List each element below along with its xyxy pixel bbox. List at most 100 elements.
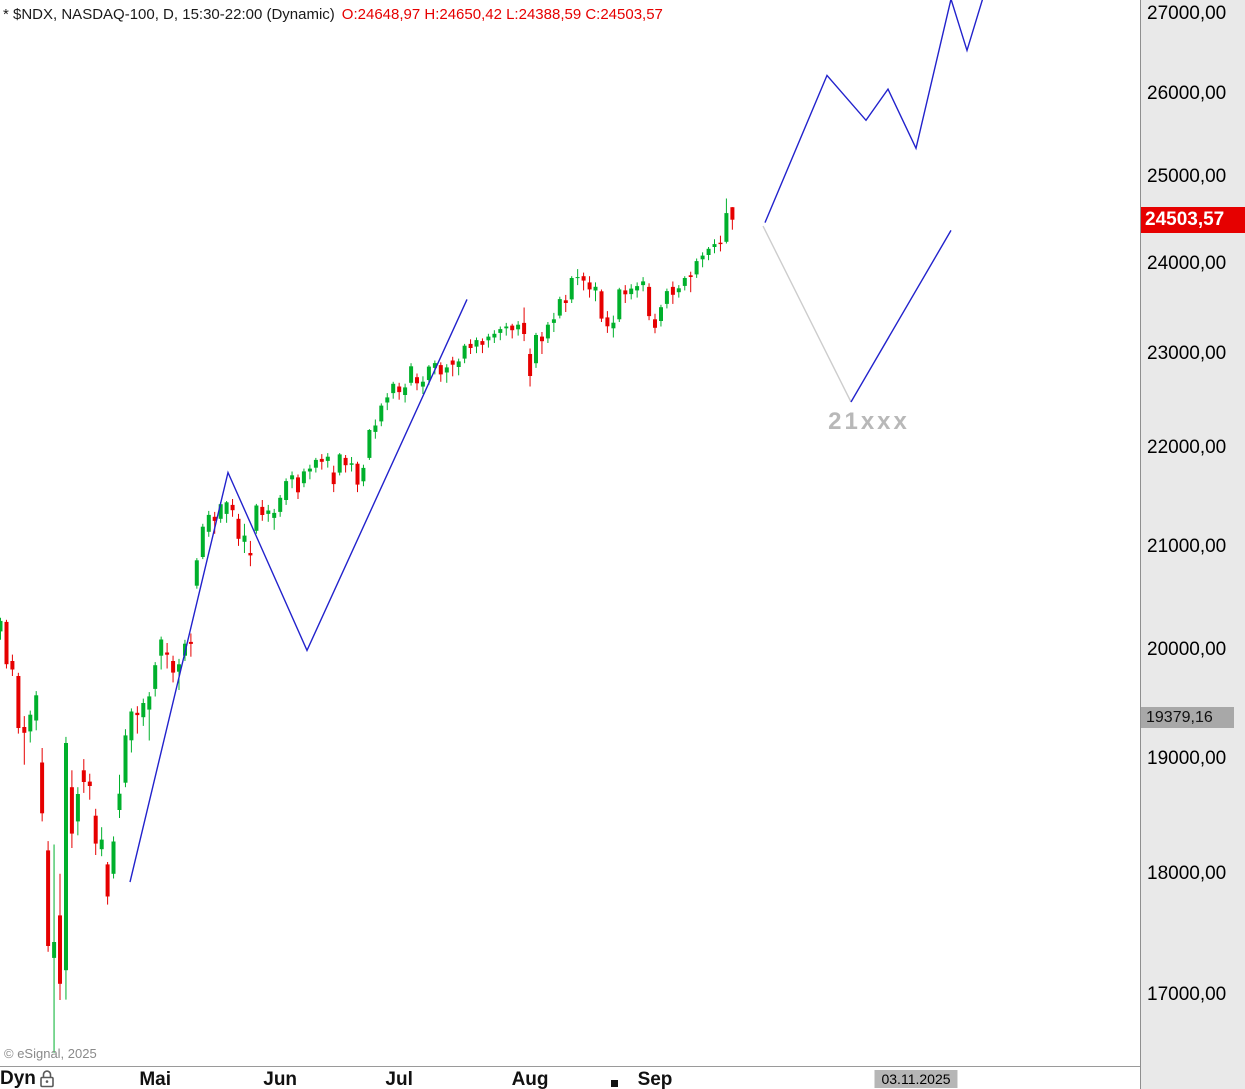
candle [171, 655, 176, 683]
candle [313, 457, 318, 473]
candle [700, 252, 705, 268]
candle [147, 692, 152, 741]
candle [409, 363, 414, 386]
month-label: Aug [511, 1069, 549, 1089]
candle [581, 272, 586, 291]
candle [653, 313, 657, 334]
month-label: Jun [263, 1069, 298, 1089]
alt-scenario-recovery-line[interactable] [850, 230, 952, 403]
lock-icon[interactable] [37, 1068, 57, 1089]
price-tick-label: 21000,00 [1147, 535, 1227, 557]
candle [296, 474, 300, 499]
candle [4, 619, 9, 669]
candle [510, 323, 515, 339]
candle [563, 294, 568, 312]
candle [528, 348, 533, 387]
price-axis[interactable]: 24503,57 19379,16 27000,00 26000,00 25000,… [1140, 0, 1245, 1089]
candle [10, 654, 15, 676]
chart-canvas[interactable]: 21xxx [0, 0, 1140, 1066]
candle [456, 358, 461, 376]
candle [40, 748, 45, 822]
candle [545, 322, 550, 343]
candle [635, 282, 640, 298]
alt-scenario-decline-line[interactable] [762, 225, 852, 403]
candle [266, 504, 271, 522]
candle [403, 383, 408, 403]
candle [319, 454, 324, 470]
price-tick-label: 26000,00 [1147, 83, 1227, 105]
candle [492, 330, 497, 343]
candle [284, 478, 289, 505]
symbol-title: * $NDX, NASDAQ-100, D, 15:30-22:00 (Dyna… [3, 6, 335, 23]
candle [93, 808, 98, 855]
candle [355, 461, 360, 493]
candle [361, 464, 366, 487]
price-tick-label: 18000,00 [1147, 862, 1227, 884]
price-tick-label: 27000,00 [1147, 3, 1227, 24]
candle [676, 285, 681, 298]
candle [659, 304, 663, 327]
candle [599, 289, 604, 322]
candle [194, 558, 199, 589]
candle [706, 247, 711, 261]
candle [670, 281, 675, 304]
price-level-label: 19379,16 [1141, 707, 1234, 729]
month-label: Sep [637, 1069, 673, 1089]
candle [397, 382, 402, 400]
candle [712, 239, 717, 254]
candle [516, 321, 521, 336]
price-tick-label: 17000,00 [1147, 984, 1227, 1005]
month-label: Mai [139, 1069, 172, 1089]
candle [272, 508, 277, 530]
candle [522, 307, 527, 342]
candle [28, 710, 33, 743]
candle [343, 455, 348, 473]
candle [450, 356, 455, 377]
candle [438, 362, 443, 382]
candle [682, 276, 687, 291]
candle [307, 464, 312, 480]
wave-line-projection[interactable] [764, 0, 988, 223]
candle [22, 716, 27, 765]
candles-layer [0, 198, 735, 1053]
candle [605, 311, 610, 333]
candle [551, 312, 556, 332]
candle [200, 523, 205, 560]
candle [278, 495, 283, 517]
candle [617, 287, 622, 322]
candle [188, 633, 193, 657]
candle [623, 285, 628, 303]
candle [694, 258, 699, 278]
time-axis[interactable]: Dyn 03.11.2025 Mai Jun Jul Aug Sep [0, 1066, 1140, 1089]
candle [444, 364, 449, 383]
candle [504, 322, 509, 336]
candle [587, 276, 592, 298]
candle [557, 296, 562, 319]
candle [81, 759, 86, 793]
candle [260, 500, 265, 521]
candle [337, 453, 342, 476]
candle [664, 288, 669, 309]
candle [64, 736, 68, 1000]
candle [165, 643, 170, 669]
candle [593, 282, 598, 302]
candle [498, 326, 503, 341]
candle [724, 198, 729, 244]
alt-target-label: 21xxx [828, 408, 910, 435]
candle [468, 339, 473, 354]
candle [141, 698, 146, 726]
candle [641, 277, 646, 292]
wave-line-left[interactable] [129, 299, 468, 883]
last-price-label: 24503,57 [1141, 206, 1245, 233]
candle [385, 393, 390, 411]
price-tick-label: 19000,00 [1147, 748, 1227, 770]
dyn-button[interactable]: Dyn [0, 1068, 36, 1089]
candle [254, 503, 259, 534]
candle [248, 540, 253, 567]
copyright-text: © eSignal, 2025 [4, 1046, 97, 1061]
candle [432, 360, 437, 375]
candle [111, 836, 116, 879]
candle [105, 862, 110, 905]
candle [87, 773, 92, 800]
